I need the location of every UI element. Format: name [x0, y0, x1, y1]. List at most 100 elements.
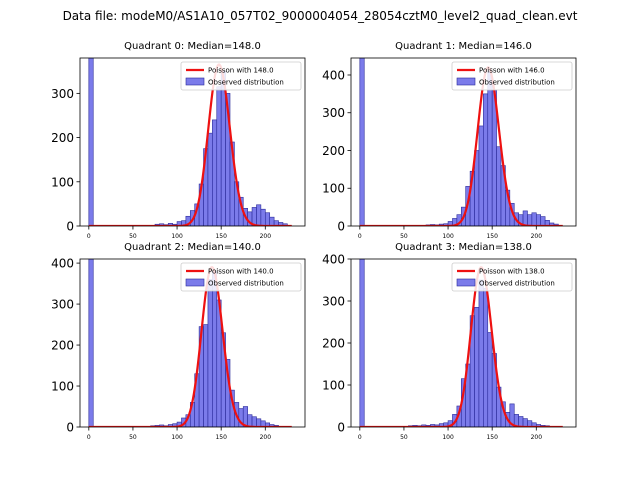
histogram-bar	[359, 259, 365, 427]
histogram-bar	[256, 204, 262, 226]
y-tick-label: 0	[337, 421, 345, 435]
histogram-bar	[282, 223, 288, 226]
axes-frame	[350, 57, 577, 227]
histogram-bar	[478, 125, 484, 226]
y-tick-label: 100	[51, 380, 74, 394]
histogram-bar	[496, 146, 502, 226]
histogram-bar	[522, 210, 528, 226]
legend-entry: Poisson with 138.0	[479, 268, 545, 276]
histogram-bar	[212, 270, 218, 427]
histogram-bar	[478, 279, 484, 427]
legend: Poisson with 146.0 Observed distribution	[451, 61, 573, 91]
histogram-bar	[531, 212, 537, 226]
x-tick-label: 0	[87, 434, 91, 441]
histogram-bar	[483, 288, 489, 427]
histogram-bar	[88, 58, 94, 226]
histogram-bar	[359, 58, 365, 226]
y-tick-label: 300	[322, 295, 345, 309]
quadrant-2-panel: Quadrant 2: Median=140.0 0 50 100 150 200 0 100…	[51, 242, 306, 441]
histogram-bar	[216, 86, 222, 226]
x-tick-label: 50	[400, 434, 408, 441]
legend-entry: Poisson with 148.0	[208, 67, 274, 75]
legend: Poisson with 140.0 Observed distribution	[180, 262, 302, 292]
x-tick-label: 100	[442, 233, 454, 240]
legend-entry: Poisson with 140.0	[208, 268, 274, 276]
axes-frame	[79, 258, 306, 428]
y-tick-label: 200	[51, 131, 74, 145]
x-tick-label: 0	[358, 233, 362, 240]
y-tick-label: 0	[66, 421, 74, 435]
legend-entry: Poisson with 146.0	[479, 67, 545, 75]
quadrant-0-panel: Quadrant 0: Median=148.0 0 50 100 150 200 0 100…	[51, 41, 306, 240]
legend-bar-swatch	[185, 77, 205, 86]
x-tick-label: 200	[531, 233, 543, 240]
x-tick-label: 200	[531, 434, 543, 441]
quadrant-title: Quadrant 0: Median=148.0	[124, 41, 261, 52]
x-tick-label: 200	[260, 233, 272, 240]
legend-bar-swatch	[456, 278, 476, 287]
y-tick-label: 0	[337, 220, 345, 234]
histogram-bar	[264, 212, 271, 226]
legend-box	[180, 61, 302, 91]
x-tick-label: 50	[129, 434, 137, 441]
legend-box	[451, 61, 573, 91]
histogram-bar	[260, 208, 266, 226]
y-tick-label: 100	[51, 175, 74, 189]
legend-bar-swatch	[456, 77, 476, 86]
y-tick-label: 400	[322, 253, 345, 267]
x-tick-label: 0	[358, 434, 362, 441]
histogram-bar	[269, 216, 275, 226]
x-tick-label: 150	[486, 233, 498, 240]
y-tick-label: 200	[51, 339, 74, 353]
quadrant-1-panel: Quadrant 1: Median=146.0 0 50 100 150 200 0 100…	[322, 41, 577, 240]
y-tick-label: 300	[322, 106, 345, 120]
y-tick-label: 200	[322, 144, 345, 158]
quadrant-3-panel: Quadrant 3: Median=138.0 0 50 100 150 200 0 100…	[322, 242, 577, 441]
x-tick-label: 100	[171, 434, 183, 441]
quadrant-title: Quadrant 2: Median=140.0	[124, 242, 261, 253]
legend-box	[451, 262, 573, 292]
histogram-bar	[207, 279, 213, 427]
histogram-bar	[212, 119, 218, 226]
histogram-bar	[251, 416, 257, 427]
legend-entry: Observed distribution	[479, 280, 555, 288]
poisson-line	[359, 66, 563, 226]
x-tick-label: 50	[400, 233, 408, 240]
legend-entry: Observed distribution	[479, 79, 555, 87]
y-tick-label: 100	[322, 379, 345, 393]
legend: Poisson with 138.0 Observed distribution	[451, 262, 573, 292]
y-tick-label: 0	[66, 220, 74, 234]
histogram-bar	[487, 70, 493, 226]
plot-area	[359, 58, 563, 226]
x-tick-label: 150	[215, 233, 227, 240]
legend: Poisson with 148.0 Observed distribution	[180, 61, 302, 91]
histogram-bar	[540, 216, 546, 226]
legend-entry: Observed distribution	[208, 280, 284, 288]
histogram-bar	[487, 332, 493, 427]
y-tick-label: 400	[322, 68, 345, 82]
histogram-bar	[203, 324, 209, 427]
histogram-bar	[88, 259, 94, 427]
x-tick-label: 0	[87, 233, 91, 240]
quadrant-title: Quadrant 3: Median=138.0	[395, 242, 532, 253]
y-tick-label: 200	[322, 337, 345, 351]
y-tick-label: 300	[51, 87, 74, 101]
figure-suptitle: Data file: modeM0/AS1A10_057T02_90000040…	[63, 9, 578, 23]
histogram-bar	[247, 414, 253, 427]
x-tick-label: 200	[260, 434, 272, 441]
x-tick-label: 150	[215, 434, 227, 441]
histogram-bar	[518, 416, 524, 427]
y-tick-label: 100	[322, 182, 345, 196]
legend-bar-swatch	[185, 278, 205, 287]
axes-frame	[79, 57, 306, 227]
histogram-bar	[474, 306, 480, 427]
x-tick-label: 100	[171, 233, 183, 240]
histogram-bar	[256, 418, 262, 427]
histogram-bar	[483, 93, 489, 226]
legend-entry: Observed distribution	[208, 79, 284, 87]
x-tick-label: 50	[129, 233, 137, 240]
y-tick-label: 400	[51, 257, 74, 271]
legend-box	[180, 262, 302, 292]
histogram-bar	[535, 214, 542, 226]
